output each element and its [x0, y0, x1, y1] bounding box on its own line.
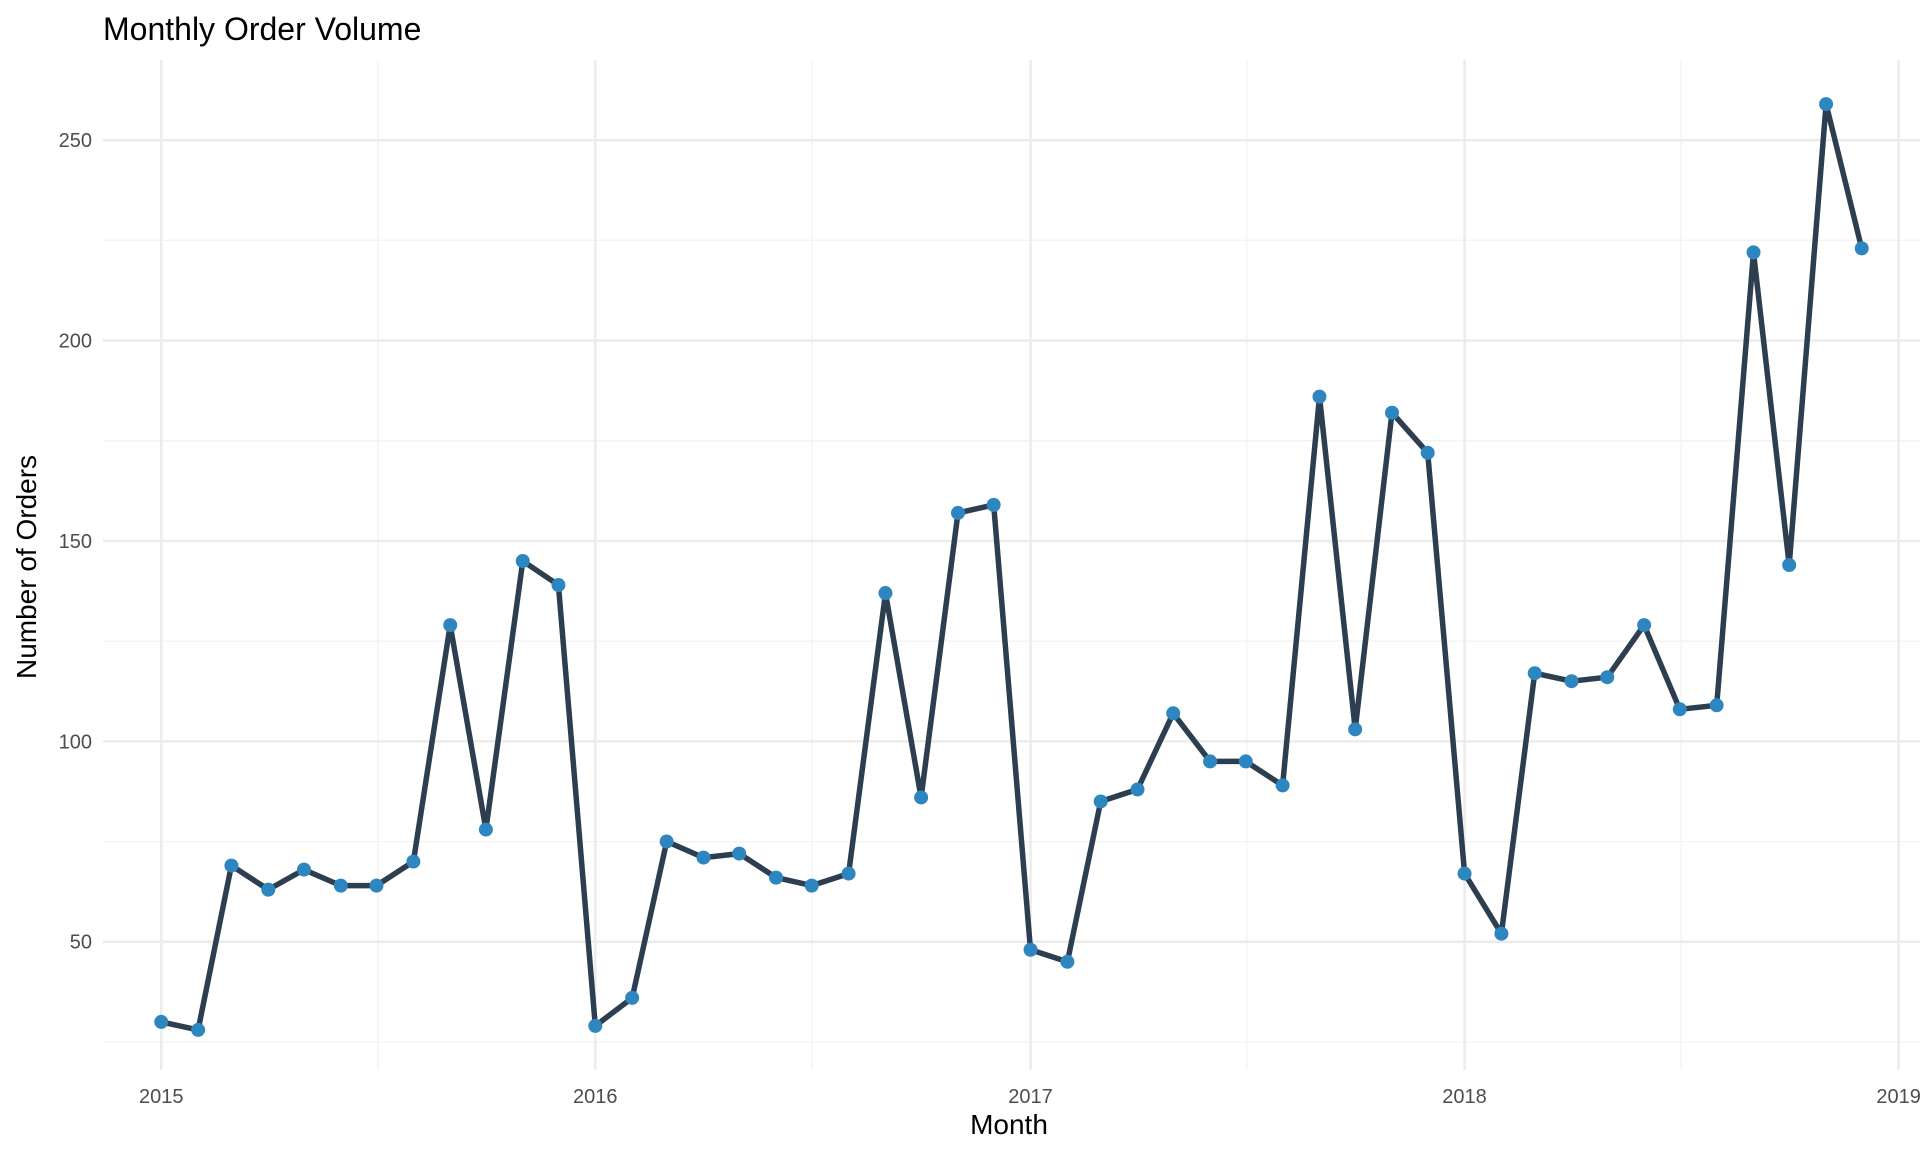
data-point	[1527, 666, 1542, 681]
data-point	[515, 553, 530, 568]
data-point	[1093, 794, 1108, 809]
data-point	[1637, 618, 1652, 633]
x-tick-label: 2015	[139, 1086, 184, 1108]
data-point	[769, 870, 784, 885]
major-gridlines	[103, 60, 1920, 1070]
data-point	[1385, 405, 1400, 420]
minor-gridlines	[103, 60, 1920, 1070]
y-tick-label: 50	[70, 932, 92, 954]
data-point	[1060, 954, 1075, 969]
data-point	[1564, 674, 1579, 689]
data-point	[191, 1022, 206, 1037]
data-point	[1238, 754, 1253, 769]
data-point	[986, 497, 1001, 512]
data-point	[659, 834, 674, 849]
data-point	[406, 854, 421, 869]
y-axis-title: Number of Orders	[11, 455, 42, 679]
data-point	[804, 878, 819, 893]
data-point	[914, 790, 929, 805]
data-point	[224, 858, 239, 873]
data-point	[1420, 445, 1435, 460]
data-point	[1746, 245, 1761, 260]
data-point	[478, 822, 493, 837]
data-point	[1494, 926, 1509, 941]
data-point	[296, 862, 311, 877]
chart-title: Monthly Order Volume	[103, 11, 421, 47]
data-point	[1203, 754, 1218, 769]
data-point	[732, 846, 747, 861]
x-axis-title: Month	[970, 1109, 1048, 1140]
data-point	[588, 1018, 603, 1033]
data-point	[1854, 241, 1869, 256]
data-point	[696, 850, 711, 865]
data-point	[1819, 97, 1834, 112]
data-point	[1275, 778, 1290, 793]
data-point	[443, 618, 458, 633]
x-tick-label: 2018	[1442, 1086, 1487, 1108]
x-tick-label: 2019	[1876, 1086, 1920, 1108]
data-point	[841, 866, 856, 881]
data-point	[1782, 558, 1797, 572]
data-point	[551, 578, 566, 593]
data-point	[1600, 670, 1615, 685]
data-point	[369, 878, 384, 893]
series-line	[158, 101, 1865, 1033]
y-tick-label: 200	[59, 331, 92, 353]
series-points-group	[154, 97, 1869, 1037]
y-tick-label: 150	[59, 531, 92, 553]
y-axis-tick-labels: 50 100 150 200 250	[59, 130, 92, 954]
data-point	[261, 882, 276, 897]
data-point	[1709, 698, 1724, 713]
x-tick-label: 2017	[1008, 1086, 1053, 1108]
data-point	[1312, 389, 1327, 404]
x-tick-label: 2016	[573, 1086, 618, 1108]
data-point	[1023, 942, 1038, 957]
data-point	[625, 990, 640, 1005]
data-point	[878, 586, 893, 601]
x-axis-tick-labels: 2015 2016 2017 2018 2019	[139, 1086, 1920, 1108]
data-point	[333, 878, 348, 893]
data-point	[1457, 866, 1472, 881]
y-tick-label: 250	[59, 130, 92, 152]
data-point	[1348, 722, 1363, 737]
data-point	[1166, 706, 1181, 721]
data-point	[154, 1014, 169, 1029]
y-tick-label: 100	[59, 731, 92, 753]
data-point	[1672, 702, 1687, 717]
series-line-group	[158, 101, 1865, 1033]
data-point	[950, 505, 965, 520]
data-point	[1130, 782, 1145, 797]
